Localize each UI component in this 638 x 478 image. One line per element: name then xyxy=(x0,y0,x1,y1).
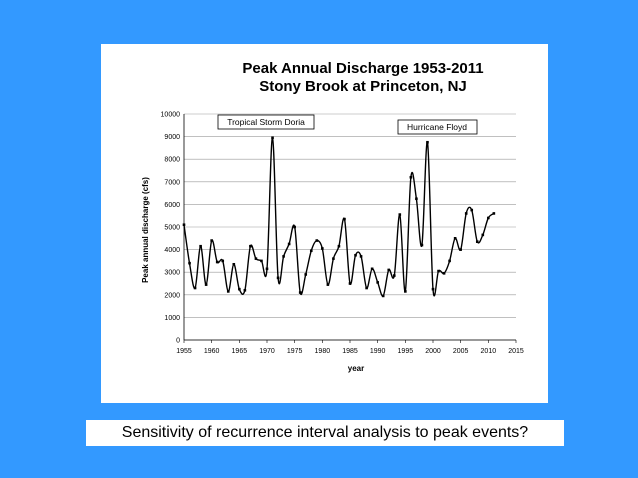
data-point xyxy=(354,253,357,257)
data-point xyxy=(276,276,280,280)
x-tick-label: 1980 xyxy=(315,348,331,355)
data-point xyxy=(287,242,291,246)
y-axis-label: Peak annual discharge (cfs) xyxy=(141,177,150,283)
annotation-doria-box xyxy=(217,114,315,130)
x-tick-label: 2005 xyxy=(453,348,469,355)
data-point xyxy=(337,244,341,248)
x-tick-label: 1970 xyxy=(259,348,275,355)
data-point xyxy=(492,212,496,215)
data-point xyxy=(381,294,385,298)
y-tick-label: 7000 xyxy=(164,179,180,186)
data-point xyxy=(199,244,202,248)
data-point xyxy=(326,283,330,286)
data-point xyxy=(481,233,485,237)
data-point xyxy=(420,243,424,247)
data-point xyxy=(404,290,407,293)
data-point xyxy=(426,140,429,144)
data-point xyxy=(298,291,302,294)
data-point xyxy=(238,287,241,291)
data-point xyxy=(210,239,213,242)
x-axis-label: year xyxy=(348,364,364,373)
data-point xyxy=(464,212,468,215)
data-point xyxy=(260,259,263,263)
data-point xyxy=(437,269,440,273)
x-tick-label: 1995 xyxy=(398,348,414,355)
data-point xyxy=(348,282,352,285)
y-tick-label: 0 xyxy=(176,338,180,345)
data-point xyxy=(442,272,446,275)
data-point xyxy=(343,217,346,221)
y-tick-label: 1000 xyxy=(164,315,180,322)
x-tick-label: 2000 xyxy=(425,348,441,355)
data-point xyxy=(370,267,374,271)
chart-subtitle: Stony Brook at Princeton, NJ xyxy=(259,78,467,95)
x-tick-label: 2015 xyxy=(508,348,524,355)
data-point xyxy=(332,257,335,260)
data-point xyxy=(365,286,368,290)
data-point xyxy=(487,216,490,220)
data-point xyxy=(392,274,396,277)
x-tick-label: 1955 xyxy=(176,348,192,355)
data-point xyxy=(415,197,418,201)
data-point xyxy=(470,208,474,212)
annotation-doria-text: Tropical Storm Doria xyxy=(227,117,305,127)
data-point xyxy=(321,247,324,250)
chart-title: Peak Annual Discharge 1953-2011 xyxy=(242,60,483,77)
data-point xyxy=(221,259,225,263)
x-tick-label: 1985 xyxy=(342,348,358,355)
annotation-floyd: Hurricane Floyd xyxy=(397,119,478,135)
y-tick-label: 4000 xyxy=(164,247,180,254)
annotation-floyd-text: Hurricane Floyd xyxy=(407,122,467,132)
data-point xyxy=(387,268,391,272)
x-tick-label: 1990 xyxy=(370,348,386,355)
annotation-floyd-box xyxy=(397,119,478,135)
data-point xyxy=(459,248,462,251)
data-point xyxy=(315,239,319,242)
data-point xyxy=(304,273,308,276)
y-tick-label: 9000 xyxy=(164,134,180,141)
data-point xyxy=(282,255,285,258)
data-point xyxy=(193,286,197,290)
x-tick-label: 1965 xyxy=(232,348,248,355)
data-point xyxy=(398,213,402,216)
data-point xyxy=(232,262,236,266)
data-point xyxy=(265,267,269,271)
x-tick-labels: 1955 1960 1965 1970 1975 1980 1985 1990 1995 2000… xyxy=(176,340,524,355)
y-tick-label: 8000 xyxy=(164,157,180,164)
y-tick-label: 10000 xyxy=(161,112,181,119)
data-point xyxy=(243,288,247,292)
data-point xyxy=(188,261,191,265)
chart-panel: Peak Annual Discharge 1953-2011 Stony Br… xyxy=(101,44,548,403)
y-tick-label: 2000 xyxy=(164,292,180,299)
caption-box: Sensitivity of recurrence interval analy… xyxy=(86,420,564,446)
x-tick-label: 1975 xyxy=(287,348,303,355)
x-tick-label: 2010 xyxy=(481,348,497,355)
data-point xyxy=(226,290,230,293)
data-point xyxy=(293,225,296,229)
data-point xyxy=(431,287,435,291)
grid-lines xyxy=(184,113,516,341)
y-tick-labels: 0 1000 2000 3000 4000 5000 6000 7000 8000 9000 100… xyxy=(161,112,181,345)
y-tick-label: 5000 xyxy=(164,225,180,232)
data-point xyxy=(254,257,258,260)
data-point xyxy=(409,175,413,179)
data-point xyxy=(359,255,363,258)
data-points xyxy=(182,136,496,298)
data-point xyxy=(376,281,379,284)
discharge-chart: Peak Annual Discharge 1953-2011 Stony Br… xyxy=(141,60,524,373)
data-point xyxy=(309,249,313,253)
data-point xyxy=(182,223,186,227)
data-point xyxy=(453,237,457,240)
y-tick-label: 3000 xyxy=(164,270,180,277)
data-point xyxy=(271,136,274,140)
x-tick-label: 1960 xyxy=(204,348,220,355)
data-point xyxy=(475,240,479,243)
data-point xyxy=(249,244,252,248)
data-point xyxy=(448,259,451,263)
data-point xyxy=(204,283,208,286)
caption-text: Sensitivity of recurrence interval analy… xyxy=(121,424,529,441)
annotation-doria: Tropical Storm Doria xyxy=(217,114,315,130)
data-point xyxy=(215,260,219,264)
y-tick-label: 6000 xyxy=(164,202,180,209)
